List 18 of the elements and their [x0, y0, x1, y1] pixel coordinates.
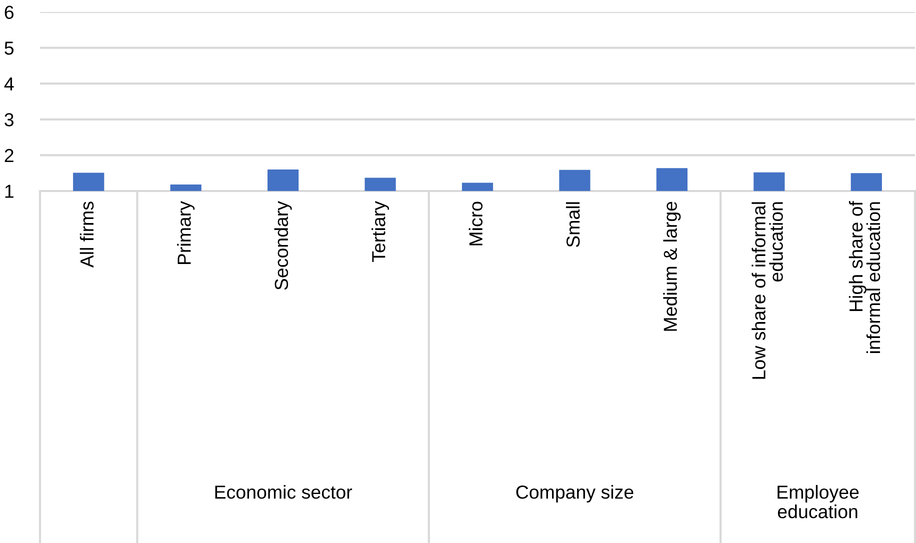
- x-tick-label: High share of informal education: [848, 200, 880, 353]
- x-tick-label: Primary: [177, 201, 195, 264]
- text: Economic sector: [215, 485, 352, 499]
- x-tick-label: Medium & large: [663, 202, 681, 331]
- x-tick-label: All firms: [80, 202, 94, 268]
- y-tick-label: 1: [5, 184, 14, 198]
- text: Company size: [516, 485, 634, 502]
- y-tick-label: 4: [4, 77, 14, 90]
- x-tick-label: Small: [566, 202, 580, 248]
- y-tick-label: 6: [4, 6, 14, 19]
- x-tick-label: Low share of informal education: [752, 202, 783, 379]
- x-tick-label: Micro: [468, 202, 483, 246]
- text: Employee education: [778, 485, 859, 518]
- x-tick-label: Secondary: [274, 201, 292, 290]
- y-tick-label: 5: [4, 42, 14, 55]
- x-tick-label: Tertiary: [372, 201, 390, 262]
- y-tick-label: 3: [4, 113, 14, 126]
- y-tick-label: 2: [4, 148, 14, 162]
